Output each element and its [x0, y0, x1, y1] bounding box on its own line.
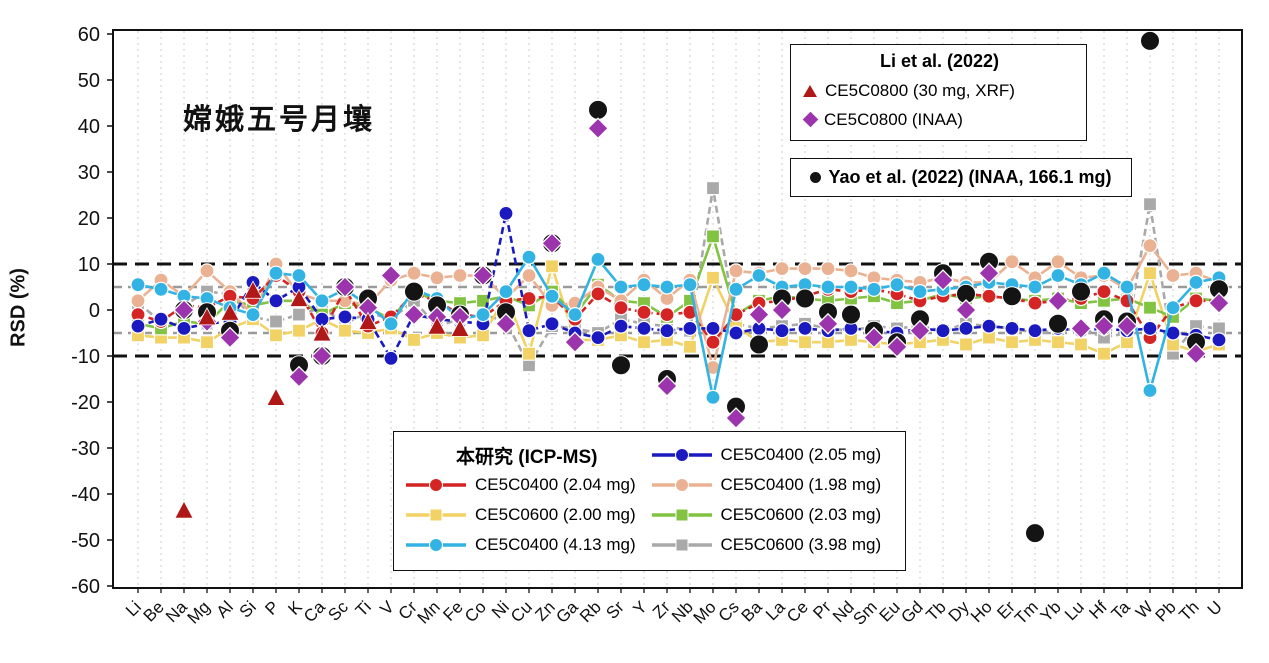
- x-tick-label: Ti: [352, 597, 375, 620]
- y-tick-label: -40: [71, 484, 100, 506]
- chart-title: 嫦娥五号月壤: [183, 104, 376, 136]
- y-axis-title: RSD (%): [7, 268, 30, 347]
- y-axis: 60 50 40 30 20 10 0 -10 -20 -30 -40 -50 -60: [71, 24, 113, 598]
- y-tick-label: -10: [71, 346, 100, 368]
- x-tick-label: P: [261, 597, 282, 618]
- legend-item-series: CE5C0400 (4.13 mg): [404, 531, 650, 560]
- legend-li-etal: Li et al. (2022) CE5C0800 (30 mg, XRF) C…: [790, 44, 1087, 141]
- y-tick-label: 20: [78, 208, 100, 230]
- x-tick-label: Co: [461, 597, 490, 626]
- line-marker-icon: [651, 478, 712, 492]
- x-tick-label: V: [376, 597, 398, 619]
- line-marker-icon: [651, 508, 712, 522]
- legend-item-label: CE5C0400 (4.13 mg): [475, 535, 636, 554]
- y-tick-label: -60: [71, 576, 100, 598]
- legend-item-series: CE5C0600 (2.03 mg): [650, 501, 896, 530]
- legend-item-xrf: CE5C0800 (30 mg, XRF): [803, 76, 1076, 105]
- x-tick-label: Lu: [1061, 597, 1088, 624]
- y-tick-label: 60: [78, 24, 100, 46]
- x-tick-label: Li: [122, 597, 145, 620]
- y-tick-label: -50: [71, 530, 100, 552]
- legend-item-label: CE5C0600 (2.03 mg): [720, 505, 882, 524]
- legend-this-study: 本研究 (ICP-MS) CE5C0400 (2.05 mg) CE5C0400 (…: [393, 431, 906, 571]
- x-tick-label: Sc: [324, 597, 352, 625]
- legend-item-series: CE5C0400 (1.98 mg): [650, 471, 896, 500]
- plot-border: [112, 29, 1243, 589]
- series-ce5c0800-inaa-: [173, 117, 1230, 430]
- x-tick-label: Th: [1175, 597, 1202, 624]
- y-tick-label: 30: [78, 162, 100, 184]
- legend-yao-etal: Yao et al. (2022) (INAA, 166.1 mg): [790, 158, 1132, 197]
- legend-item-label: CE5C0600 (2.00 mg): [475, 505, 636, 524]
- line-marker-icon: [406, 508, 466, 522]
- legend-item-series: CE5C0600 (3.98 mg): [650, 531, 896, 560]
- black-dot-icon: [810, 172, 822, 183]
- legend-item-series: CE5C0400 (2.04 mg): [404, 471, 650, 500]
- x-tick-label: Ho: [967, 597, 996, 626]
- x-tick-label: Ce: [783, 597, 812, 626]
- legend-item-label: CE5C0400 (2.05 mg): [720, 445, 882, 464]
- legend-item-label: CE5C0800 (INAA): [824, 109, 963, 129]
- x-tick-label: Rb: [576, 597, 605, 626]
- x-tick-label: Mg: [184, 597, 214, 627]
- x-tick-label: Si: [236, 597, 260, 621]
- diamond-icon: [802, 111, 819, 128]
- y-tick-label: -20: [71, 392, 100, 414]
- line-marker-icon: [406, 538, 466, 552]
- legend-yao-label: Yao et al. (2022) (INAA, 166.1 mg): [828, 167, 1112, 187]
- triangle-icon: [803, 84, 817, 97]
- legend-item-series: CE5C0600 (2.00 mg): [404, 501, 650, 530]
- legend-li-header: Li et al. (2022): [879, 51, 1000, 71]
- y-tick-label: -30: [71, 438, 100, 460]
- legend-item-label: CE5C0400 (2.04 mg): [475, 475, 636, 494]
- legend-item-label: CE5C0800 (30 mg, XRF): [825, 80, 1015, 100]
- line-marker-icon: [651, 448, 712, 462]
- x-tick-label: Sr: [602, 597, 628, 623]
- x-tick-label: Y: [629, 597, 650, 618]
- y-tick-label: 50: [78, 70, 100, 92]
- legend-main-header: 本研究 (ICP-MS): [456, 446, 598, 468]
- line-marker-icon: [651, 538, 712, 552]
- legend-item-inaa: CE5C0800 (INAA): [802, 105, 1076, 134]
- x-tick-label: Ta: [1108, 597, 1135, 624]
- legend-item-series: CE5C0400 (2.05 mg): [650, 441, 896, 470]
- x-tick-label: Al: [213, 597, 237, 621]
- legend-item-label: CE5C0400 (1.98 mg): [720, 475, 882, 494]
- x-tick-label: U: [1204, 597, 1226, 619]
- y-tick-label: 10: [78, 254, 100, 276]
- y-tick-label: 40: [78, 116, 100, 138]
- y-tick-label: 0: [89, 300, 100, 322]
- legend-item-label: CE5C0600 (3.98 mg): [720, 535, 882, 554]
- series-ce5c0800-30-mg-xrf-: [174, 280, 470, 519]
- line-marker-icon: [406, 478, 466, 492]
